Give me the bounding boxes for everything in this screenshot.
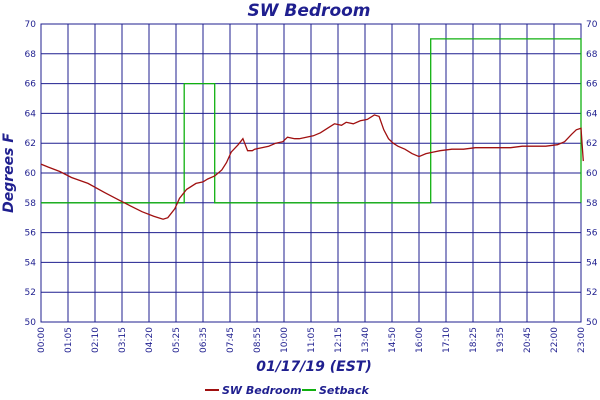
y-tick-label-right: 60 (586, 169, 598, 179)
y-tick-label-right: 68 (586, 50, 598, 60)
y-tick-label-right: 54 (586, 258, 598, 268)
y-tick-label: 68 (25, 50, 37, 60)
x-tick-label: 10:00 (280, 327, 290, 353)
y-tick-label: 60 (25, 169, 37, 179)
y-tick-label-right: 70 (586, 20, 598, 30)
x-tick-label: 22:00 (550, 327, 560, 353)
x-tick-label: 17:10 (442, 327, 452, 353)
grid (40, 23, 582, 323)
x-axis: 00:00 01:05 02:10 03:15 04:20 05:25 06:35 07:45… (37, 327, 587, 353)
x-tick-label: 23:00 (577, 327, 587, 353)
y-tick-label: 50 (25, 318, 37, 328)
y-tick-label-right: 52 (586, 288, 597, 298)
x-tick-label: 00:00 (37, 327, 47, 353)
x-tick-label: 20:45 (523, 327, 533, 353)
y-tick-label: 52 (25, 288, 36, 298)
y-axis-label: Degrees F (1, 133, 17, 213)
y-axis-left: 50 52 54 56 58 60 62 64 66 68 70 (25, 20, 37, 328)
x-axis-label: 01/17/19 (EST) (256, 359, 372, 375)
x-tick-label: 02:10 (91, 327, 101, 353)
y-tick-label-right: 58 (586, 199, 598, 209)
y-tick-label: 56 (25, 229, 37, 239)
y-tick-label: 58 (25, 199, 37, 209)
x-tick-label: 16:00 (415, 327, 425, 353)
x-tick-label: 14:50 (388, 327, 398, 353)
legend-label-setback: Setback (319, 384, 369, 397)
y-tick-label-right: 66 (586, 80, 598, 90)
x-tick-label: 11:05 (307, 327, 317, 353)
y-tick-label: 66 (25, 80, 37, 90)
x-tick-label: 18:25 (469, 327, 479, 353)
series-line-setback (41, 38, 582, 204)
x-tick-label: 12:15 (334, 327, 344, 353)
legend: SW Bedroom Setback (205, 384, 369, 397)
y-tick-label: 54 (25, 258, 37, 268)
series-line-sw-bedroom (40, 114, 584, 220)
y-tick-label-right: 50 (586, 318, 598, 328)
x-tick-label: 13:40 (361, 327, 371, 353)
x-tick-label: 07:45 (226, 327, 236, 353)
y-tick-label-right: 62 (586, 139, 597, 149)
series-layer (40, 38, 584, 220)
x-tick-label: 05:25 (172, 327, 182, 353)
x-tick-label: 06:35 (199, 327, 209, 353)
legend-label-sw-bedroom: SW Bedroom (222, 384, 302, 397)
x-tick-label: 04:20 (145, 327, 155, 353)
x-tick-label: 19:35 (496, 327, 506, 353)
x-tick-label: 01:05 (64, 327, 74, 353)
y-tick-label-right: 64 (586, 109, 598, 119)
y-tick-label-right: 56 (586, 229, 598, 239)
y-tick-label: 64 (25, 109, 37, 119)
x-tick-label: 03:15 (118, 327, 128, 353)
y-tick-label: 62 (25, 139, 36, 149)
y-tick-label: 70 (25, 20, 37, 30)
x-tick-label: 08:55 (253, 327, 263, 353)
y-axis-right: 50 52 54 56 58 60 62 64 66 68 70 (586, 20, 598, 328)
chart-title: SW Bedroom (247, 1, 370, 21)
